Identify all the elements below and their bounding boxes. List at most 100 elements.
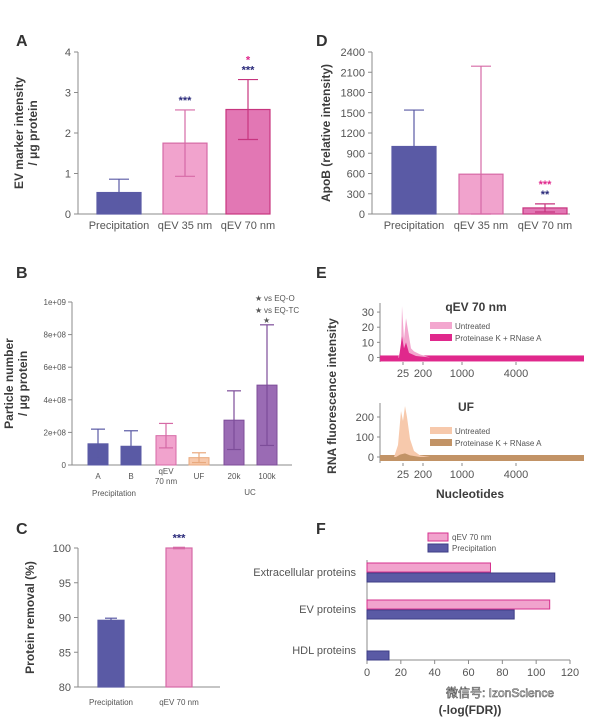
significance-marker: **	[541, 189, 550, 201]
trace-untreated	[394, 406, 430, 457]
panel-letter-f: F	[316, 521, 326, 538]
x-tick-label: 60	[462, 667, 474, 679]
panel-letter-c: C	[16, 521, 28, 538]
x-tick-label: 20	[395, 667, 407, 679]
y-tick-label: 85	[59, 647, 71, 659]
y-tick-label: 0	[62, 461, 67, 470]
subplot-title: qEV 70 nm	[445, 300, 506, 314]
y-tick-label: 2e+08	[44, 428, 67, 437]
y-tick-label: 2100	[341, 67, 365, 79]
x-tick-label: 20k	[228, 472, 242, 481]
x-tick-label: qEV 70 nm	[159, 698, 199, 707]
significance-marker: ***	[173, 532, 187, 544]
y-axis-title: EV marker intensity/ μg protein	[12, 77, 40, 189]
significance-marker-extra: ***	[539, 179, 553, 191]
group-label-uc: UC	[244, 488, 256, 497]
x-tick-label: 1000	[450, 469, 474, 481]
y-axis-title: Particle number/ μg protein	[2, 338, 30, 429]
legend-label: vs EQ-O	[264, 294, 295, 303]
bar-2	[162, 142, 208, 215]
y-tick-label: 1200	[341, 128, 365, 140]
y-tick-label: 900	[347, 148, 365, 160]
y-tick-label: 100	[356, 432, 374, 444]
watermark-text: 微信号: IzonScience	[446, 686, 554, 700]
x-tick-label: 4000	[504, 469, 528, 481]
x-axis-title: Nucleotides	[436, 487, 504, 501]
y-axis-title: ApoB (relative intensity)	[319, 64, 333, 202]
x-tick-label: 200	[414, 368, 432, 380]
y-tick-label: 1	[65, 169, 71, 181]
legend-label: qEV 70 nm	[452, 533, 492, 542]
y-axis-title: Protein removal (%)	[23, 561, 37, 674]
panel-letter-d: D	[316, 33, 328, 50]
x-tick-label: A	[95, 472, 101, 481]
y-tick-label: 1500	[341, 108, 365, 120]
x-tick-label: Precipitation	[89, 698, 133, 707]
x-tick-label: Precipitation	[89, 220, 150, 232]
panel-letter-b: B	[16, 265, 28, 282]
significance-marker-extra: *	[246, 55, 251, 67]
y-tick-label: 600	[347, 169, 365, 181]
y-tick-label: 300	[347, 189, 365, 201]
y-tick-label: 95	[59, 578, 71, 590]
x-tick-label: qEV 70 nm	[518, 220, 572, 232]
y-tick-label: 2	[65, 128, 71, 140]
panel-letter-a: A	[16, 33, 28, 50]
y-tick-label: 100	[53, 543, 71, 555]
legend-swatch-untreated	[430, 322, 452, 329]
legend-star-icon: ★	[255, 306, 262, 315]
category-label: HDL proteins	[292, 645, 356, 657]
x-tick-label: 40	[429, 667, 441, 679]
legend-label: Untreated	[455, 427, 490, 436]
bar-qev-70-nm	[366, 562, 491, 573]
x-tick-label: Precipitation	[384, 220, 445, 232]
bar-precipitation	[366, 572, 556, 583]
y-tick-label: 80	[59, 682, 71, 694]
y-tick-label: 4e+08	[44, 396, 67, 405]
trace-treated-baseline	[380, 455, 584, 461]
y-tick-label: 0	[359, 209, 365, 221]
y-tick-label: 10	[362, 337, 374, 349]
y-tick-label: 0	[65, 209, 71, 221]
x-tick-label: qEV 70 nm	[155, 467, 178, 486]
significance-star-icon: ★	[263, 316, 270, 325]
x-tick-label: 100k	[258, 472, 276, 481]
legend-star-icon: ★	[255, 294, 262, 303]
x-axis-title: (-log(FDR))	[439, 703, 502, 717]
y-tick-label: 200	[356, 412, 374, 424]
x-tick-label: B	[128, 472, 133, 481]
legend-swatch-treated	[430, 439, 452, 446]
y-tick-label: 4	[65, 47, 71, 59]
bar-qev-70-nm	[366, 599, 551, 610]
legend-label: Proteinase K + RNase A	[455, 439, 542, 448]
legend-label: Proteinase K + RNase A	[455, 334, 542, 343]
bar-precipitation	[366, 650, 390, 661]
x-tick-label: qEV 35 nm	[454, 220, 508, 232]
y-tick-label: 3	[65, 88, 71, 100]
x-tick-label: 80	[496, 667, 508, 679]
y-tick-label: 90	[59, 613, 71, 625]
y-tick-label: 6e+08	[44, 363, 67, 372]
bar-precipitation	[366, 609, 515, 620]
category-label: EV proteins	[299, 604, 356, 616]
x-tick-label: 4000	[504, 368, 528, 380]
significance-marker: ***	[179, 95, 193, 107]
legend-swatch	[427, 543, 449, 553]
y-tick-label: 0	[368, 352, 374, 364]
trace-treated-baseline	[380, 355, 584, 362]
legend-swatch	[427, 532, 449, 542]
y-tick-label: 1e+09	[44, 298, 67, 307]
legend-label: vs EQ-TC	[264, 306, 299, 315]
x-tick-label: qEV 70 nm	[221, 220, 275, 232]
bar-1	[97, 619, 125, 688]
x-tick-label: 0	[364, 667, 370, 679]
x-tick-label: 100	[527, 667, 545, 679]
legend-label: Untreated	[455, 322, 490, 331]
trace-treated	[396, 453, 420, 457]
x-tick-label: 120	[561, 667, 579, 679]
trace-treated	[399, 336, 430, 358]
y-tick-label: 20	[362, 322, 374, 334]
legend-label: Precipitation	[452, 544, 496, 553]
x-tick-label: UF	[194, 472, 205, 481]
